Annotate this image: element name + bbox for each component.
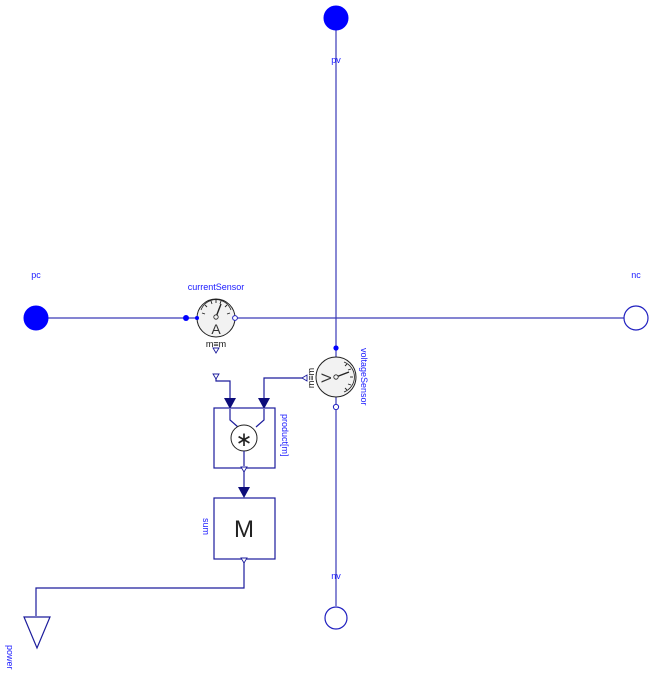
product-internal-line-2 xyxy=(255,409,265,428)
sum-output-pin xyxy=(240,557,248,564)
product-output-pin xyxy=(240,466,248,473)
port-nv-label: nv xyxy=(331,571,341,581)
port-nc[interactable]: nc xyxy=(623,270,649,331)
voltage-sensor-tick xyxy=(347,383,352,386)
product-internal-line-1 xyxy=(229,409,239,428)
current-sensor-scale-arc xyxy=(200,299,232,311)
signal-current-to-product xyxy=(215,376,231,398)
current-sensor-output-pin xyxy=(212,347,220,354)
current-sensor-tick xyxy=(219,300,222,305)
port-nv[interactable]: nv xyxy=(324,571,348,630)
power-output-triangle[interactable] xyxy=(23,616,51,650)
port-pc-circle[interactable] xyxy=(23,305,49,331)
current-sensor-pivot xyxy=(213,314,219,320)
current-sensor-tick xyxy=(226,312,231,315)
product-input-2-arrow xyxy=(258,398,270,409)
port-nv-circle[interactable] xyxy=(324,606,348,630)
sum-block-body[interactable] xyxy=(213,497,276,560)
voltage-sensor-scale-arc xyxy=(343,361,355,393)
port-pv-circle[interactable] xyxy=(323,5,349,31)
product-block[interactable]: ∗ product[m] xyxy=(213,407,290,473)
voltage-sensor-symbol: V xyxy=(318,373,334,383)
sum-block-name: sum xyxy=(201,518,211,535)
port-pc[interactable]: pc xyxy=(23,270,49,331)
current-sensor-name: currentSensor xyxy=(188,282,245,292)
current-sensor-symbol: A xyxy=(211,321,221,337)
voltage-sensor-tick xyxy=(344,363,348,367)
current-sensor-tick xyxy=(210,300,213,305)
port-power[interactable]: power xyxy=(5,616,51,670)
signal-voltage-to-product xyxy=(263,377,306,398)
current-sensor-mode-label: m≡m xyxy=(206,339,226,349)
port-pv-label: pv xyxy=(331,55,341,65)
signal-sum-to-power xyxy=(35,562,245,616)
current-sensor-n-pin xyxy=(232,315,238,321)
voltage-sensor-mode-label: m≡m xyxy=(306,368,316,388)
port-nc-label: nc xyxy=(631,270,641,280)
voltage-sensor-pivot xyxy=(333,374,339,380)
port-power-label: power xyxy=(5,645,15,670)
port-pv[interactable]: pv xyxy=(323,5,349,65)
current-sensor-tick xyxy=(204,304,208,308)
voltage-sensor-tick xyxy=(347,368,352,371)
sum-symbol: M xyxy=(234,516,254,543)
electric-wires xyxy=(36,20,624,606)
wire-junction-dot xyxy=(183,315,189,321)
product-symbol: ∗ xyxy=(236,429,253,451)
port-nc-circle[interactable] xyxy=(623,305,649,331)
voltage-sensor[interactable]: V m≡m voltageSensor xyxy=(301,345,369,411)
current-sensor[interactable]: currentSensor A m≡m xyxy=(188,282,245,380)
voltage-sensor-name: voltageSensor xyxy=(359,348,369,406)
product-block-name: product[m] xyxy=(280,414,290,457)
current-sensor-tick xyxy=(224,304,228,308)
port-pc-label: pc xyxy=(31,270,41,280)
voltage-sensor-n-pin xyxy=(332,403,340,411)
product-input-1-arrow xyxy=(224,398,236,409)
voltage-sensor-p-pin xyxy=(333,345,339,351)
sum-input-arrow xyxy=(238,487,250,498)
voltage-sensor-output-pin xyxy=(301,374,308,382)
voltage-sensor-tick xyxy=(344,387,348,391)
current-sensor-output-marker xyxy=(212,373,220,380)
sum-block[interactable]: M sum xyxy=(201,497,276,564)
current-sensor-p-pin xyxy=(195,316,199,320)
current-sensor-tick xyxy=(201,312,206,315)
